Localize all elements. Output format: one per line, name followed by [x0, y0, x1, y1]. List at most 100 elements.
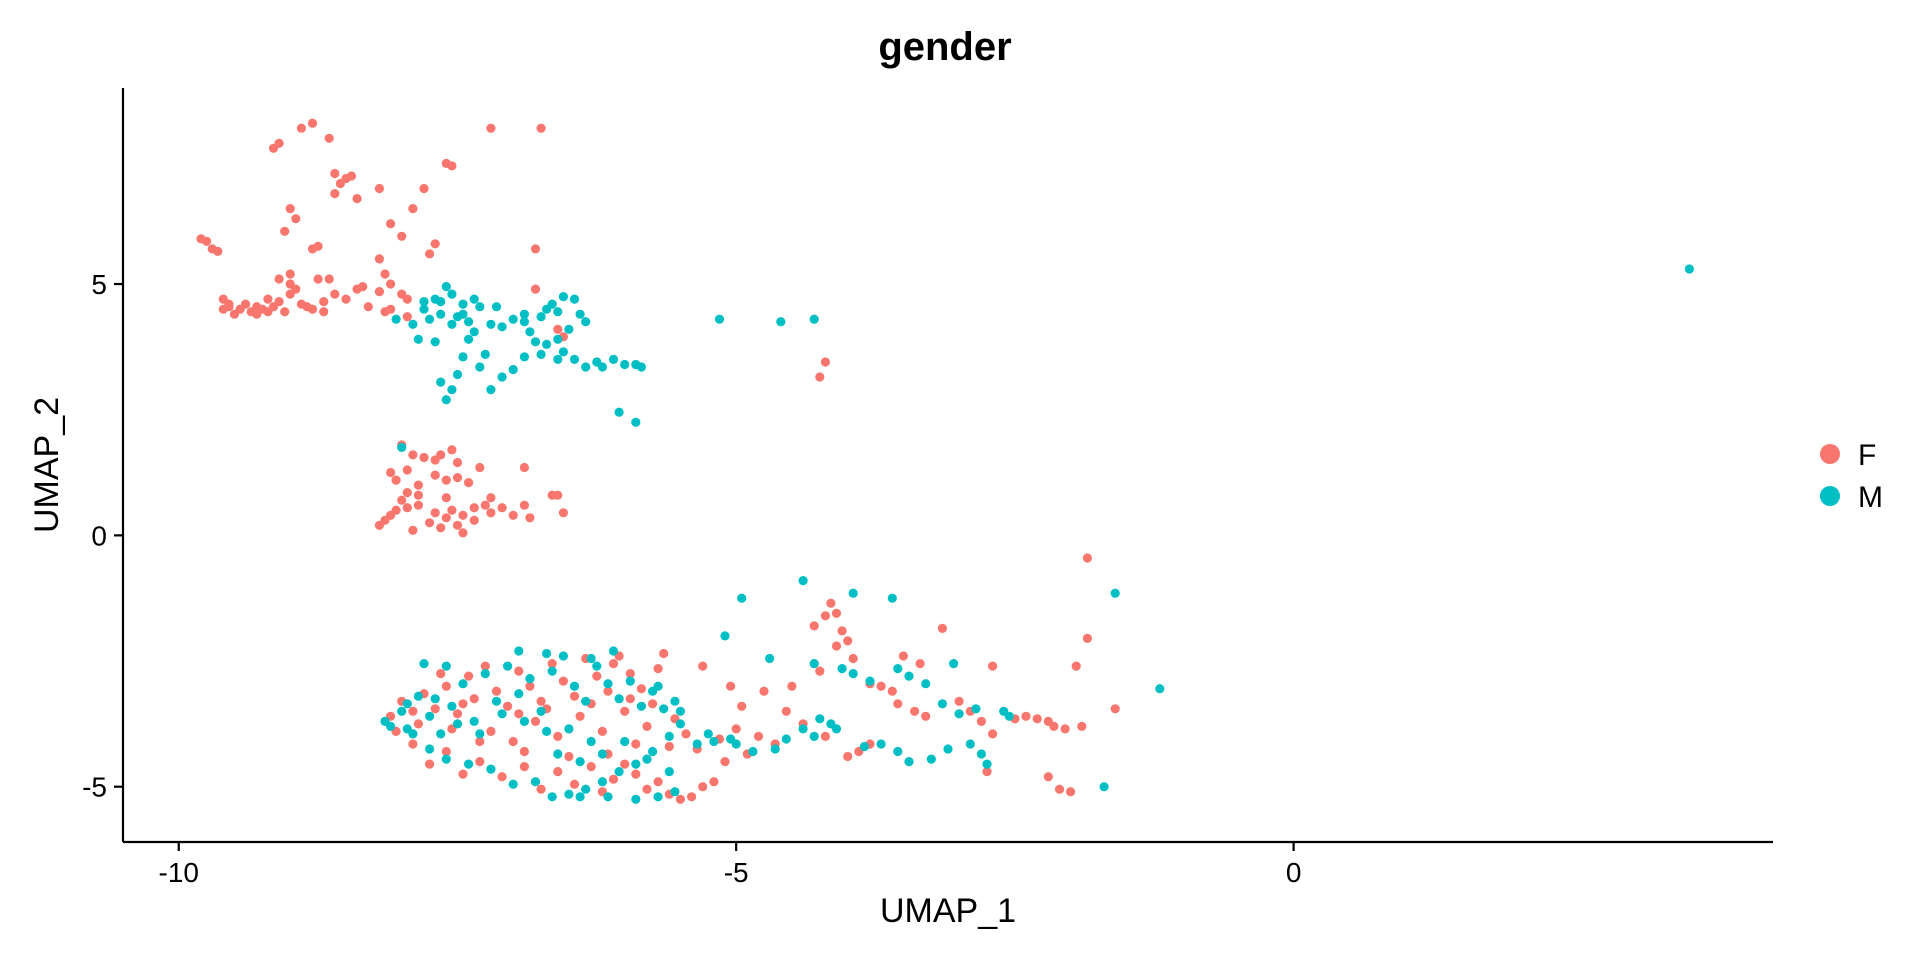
point-M-34	[608, 354, 619, 364]
point-F-212	[464, 671, 474, 681]
point-M-114	[397, 706, 407, 716]
point-F-66	[402, 312, 412, 322]
point-F-15	[419, 183, 429, 194]
point-F-198	[497, 772, 507, 782]
point-F-148	[915, 659, 925, 669]
point-M-131	[581, 696, 591, 706]
point-M-163	[597, 749, 608, 759]
point-M-174	[430, 694, 440, 704]
point-M-26	[581, 317, 591, 327]
point-F-195	[553, 767, 563, 777]
point-F-245	[564, 751, 574, 762]
point-F-257	[653, 664, 663, 674]
point-F-33	[425, 249, 435, 259]
point-F-210	[441, 681, 451, 691]
point-F-154	[982, 767, 992, 777]
point-F-130	[759, 686, 769, 696]
point-F-99	[447, 505, 457, 515]
point-F-3	[268, 143, 279, 153]
point-M-83	[949, 659, 959, 669]
point-F-183	[698, 782, 708, 792]
point-M-49	[436, 377, 446, 387]
point-F-107	[374, 520, 384, 530]
point-M-28	[553, 334, 563, 344]
point-M-149	[530, 777, 541, 787]
point-F-164	[1082, 553, 1092, 563]
point-F-177	[753, 731, 764, 742]
point-M-160	[497, 709, 507, 719]
point-F-247	[475, 736, 485, 747]
point-F-228	[636, 684, 647, 694]
point-F-31	[380, 269, 390, 279]
point-M-99	[893, 746, 903, 757]
point-F-22	[536, 123, 546, 133]
point-F-221	[558, 676, 569, 686]
point-F-68	[263, 307, 273, 317]
point-F-133	[831, 608, 842, 618]
point-F-97	[486, 493, 496, 503]
point-M-148	[547, 792, 557, 802]
point-F-149	[937, 623, 948, 634]
point-M-19	[536, 312, 546, 322]
point-M-150	[508, 779, 518, 789]
point-F-128	[726, 681, 736, 691]
point-F-108	[386, 510, 396, 520]
point-F-160	[1049, 721, 1059, 732]
point-M-17	[519, 317, 530, 327]
point-M-142	[648, 746, 658, 757]
point-F-121	[558, 508, 569, 518]
point-F-67	[380, 307, 390, 317]
point-M-79	[865, 676, 875, 686]
point-M-133	[603, 679, 613, 689]
point-F-173	[820, 731, 831, 742]
point-M-42	[497, 372, 507, 382]
point-M-66	[809, 314, 819, 324]
point-M-22	[553, 307, 563, 317]
point-F-73	[319, 307, 329, 317]
point-F-254	[458, 699, 468, 709]
point-F-69	[252, 309, 262, 319]
point-M-128	[547, 666, 557, 676]
point-M-31	[569, 354, 580, 364]
point-M-140	[675, 719, 686, 729]
point-F-218	[525, 681, 535, 691]
point-F-131	[787, 681, 797, 691]
point-M-76	[809, 659, 819, 669]
point-M-129	[558, 651, 569, 661]
point-F-243	[631, 739, 641, 749]
point-F-83	[436, 450, 446, 460]
point-M-89	[798, 724, 808, 734]
point-M-86	[971, 704, 981, 714]
point-F-71	[218, 304, 228, 314]
point-M-122	[480, 669, 490, 679]
point-F-78	[815, 372, 825, 382]
point-M-145	[597, 777, 608, 787]
point-M-21	[547, 299, 557, 309]
point-F-237	[553, 731, 563, 742]
point-F-153	[988, 729, 998, 739]
point-F-54	[319, 297, 329, 307]
point-F-91	[441, 475, 451, 485]
point-F-18	[408, 204, 418, 214]
point-F-125	[402, 488, 412, 498]
point-M-104	[943, 744, 953, 754]
point-F-214	[480, 661, 490, 671]
point-M-88	[1004, 711, 1014, 721]
point-F-136	[809, 621, 819, 631]
point-M-175	[402, 699, 412, 709]
point-F-138	[843, 636, 853, 646]
point-M-70	[848, 588, 858, 598]
point-F-32	[430, 239, 440, 249]
point-M-143	[631, 759, 641, 769]
point-F-116	[508, 510, 518, 520]
x-tick-label: -10	[159, 857, 199, 888]
point-M-77	[837, 664, 847, 674]
point-F-7	[346, 171, 357, 181]
point-M-9	[447, 319, 457, 329]
point-F-182	[709, 777, 719, 787]
point-M-43	[486, 385, 496, 395]
point-F-209	[430, 704, 440, 714]
point-F-150	[954, 696, 964, 706]
point-F-152	[976, 716, 987, 727]
